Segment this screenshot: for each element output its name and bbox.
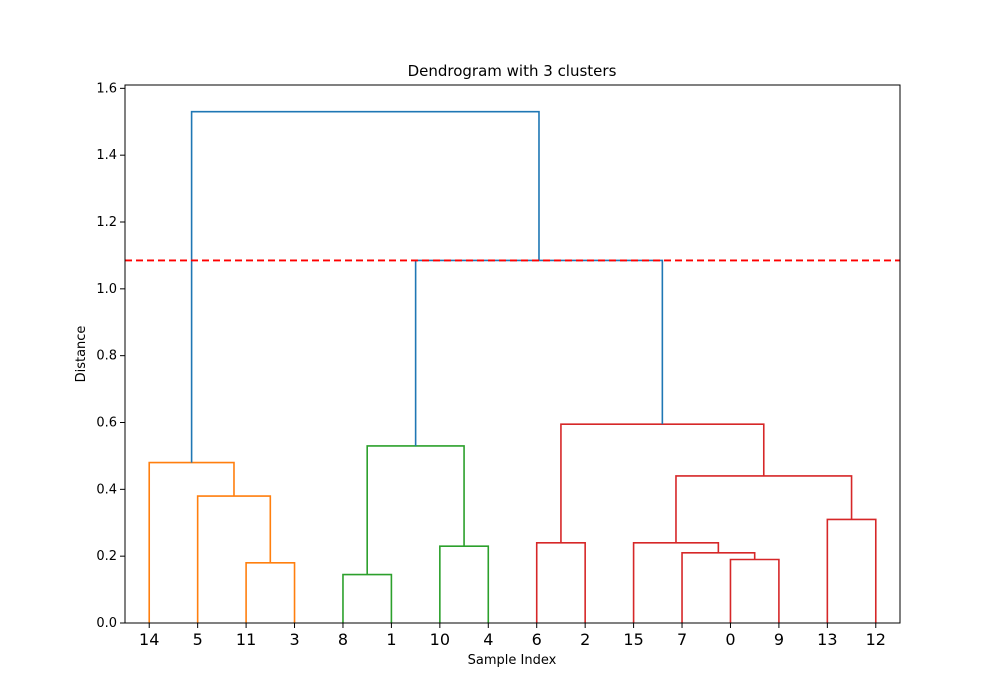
leaf-label: 3 [289, 630, 299, 649]
dendrogram-link [245, 562, 296, 623]
y-tick-label: 1.0 [96, 282, 117, 297]
chart-title: Dendrogram with 3 clusters [408, 62, 617, 80]
y-tick-label: 0.2 [96, 549, 117, 564]
leaf-label: 15 [623, 630, 643, 649]
x-axis: 14 5 11 3 8 1 10 4 6 2 15 7 0 9 13 12 [139, 623, 886, 649]
leaf-label: 1 [386, 630, 396, 649]
leaf-label: 8 [338, 630, 348, 649]
y-tick-label: 1.4 [96, 148, 117, 163]
dendrogram-link [196, 495, 272, 623]
y-tick-label: 0.6 [96, 416, 117, 431]
leaf-label: 6 [532, 630, 542, 649]
leaf-label: 4 [483, 630, 493, 649]
dendrogram-link [414, 259, 664, 446]
dendrogram-link [826, 518, 877, 623]
y-tick-label: 0.0 [96, 616, 117, 631]
dendrogram-link [681, 552, 756, 623]
dendrogram-link [535, 542, 586, 623]
leaf-label: 2 [580, 630, 590, 649]
dendrogram-links [148, 110, 877, 623]
y-tick-label: 1.6 [96, 81, 117, 96]
y-tick-label: 1.2 [96, 215, 117, 230]
dendrogram-link [439, 545, 490, 623]
leaf-label: 14 [139, 630, 159, 649]
dendrogram-link [190, 110, 540, 463]
dendrogram-link [342, 573, 393, 623]
y-axis-label: Distance [74, 326, 89, 383]
leaf-label: 13 [817, 630, 837, 649]
leaf-label: 9 [774, 630, 784, 649]
dendrogram-link [632, 542, 720, 623]
dendrogram-link [560, 423, 765, 543]
dendrogram-link [675, 475, 853, 543]
leaf-label: 0 [725, 630, 735, 649]
y-tick-label: 0.4 [96, 482, 117, 497]
x-axis-label: Sample Index [468, 653, 557, 668]
y-axis: 0.0 0.2 0.4 0.6 0.8 1.0 1.2 1.4 1.6 [96, 81, 125, 631]
leaf-label: 12 [866, 630, 886, 649]
plot-frame [124, 84, 901, 624]
dendrogram-link [366, 445, 465, 575]
dendrogram-link [729, 558, 780, 623]
y-tick-label: 0.8 [96, 349, 117, 364]
leaf-label: 11 [236, 630, 256, 649]
leaf-label: 7 [677, 630, 687, 649]
leaf-label: 5 [193, 630, 203, 649]
dendrogram-link [148, 461, 235, 623]
leaf-label: 10 [430, 630, 450, 649]
